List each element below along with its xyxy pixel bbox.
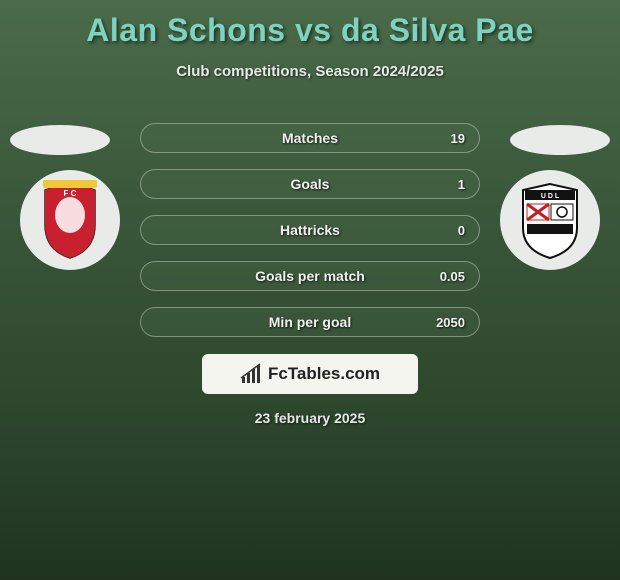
stat-label: Min per goal: [141, 314, 479, 330]
shield-crest-right-icon: U D L: [515, 180, 585, 260]
branding-box: FcTables.com: [202, 354, 418, 394]
stat-label: Matches: [141, 130, 479, 146]
stat-label: Goals per match: [141, 268, 479, 284]
stat-label: Hattricks: [141, 222, 479, 238]
shield-crest-left-icon: F C: [35, 180, 105, 260]
club-badge-right: U D L: [500, 170, 600, 270]
chart-bars-icon: [240, 363, 262, 385]
stat-value-right: 2050: [436, 315, 465, 330]
subtitle: Club competitions, Season 2024/2025: [0, 63, 620, 80]
stat-row-hattricks: Hattricks 0: [140, 215, 480, 245]
stat-value-right: 0: [458, 223, 465, 238]
club-badge-left: F C: [20, 170, 120, 270]
stat-row-goals: Goals 1: [140, 169, 480, 199]
stat-row-min-per-goal: Min per goal 2050: [140, 307, 480, 337]
branding-text: FcTables.com: [268, 364, 380, 384]
player-left-ellipse: [10, 125, 110, 155]
svg-text:F C: F C: [64, 189, 77, 198]
stat-row-goals-per-match: Goals per match 0.05: [140, 261, 480, 291]
page-title: Alan Schons vs da Silva Pae: [0, 0, 620, 49]
svg-text:U D L: U D L: [541, 193, 560, 200]
stats-container: Matches 19 Goals 1 Hattricks 0 Goals per…: [140, 123, 480, 353]
stat-value-right: 0.05: [440, 269, 465, 284]
stat-value-right: 19: [451, 131, 465, 146]
stat-value-right: 1: [458, 177, 465, 192]
player-right-ellipse: [510, 125, 610, 155]
stat-label: Goals: [141, 176, 479, 192]
stat-row-matches: Matches 19: [140, 123, 480, 153]
date-text: 23 february 2025: [0, 410, 620, 426]
